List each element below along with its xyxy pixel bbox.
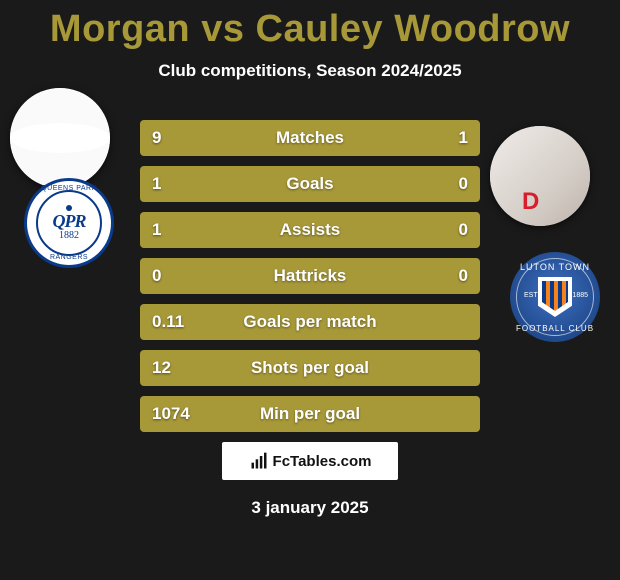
player-face-placeholder [10, 88, 110, 188]
stat-label: Assists [140, 220, 480, 240]
chart-icon [249, 451, 269, 471]
stat-label: Shots per goal [140, 358, 480, 378]
stat-row: 1074Min per goal [140, 396, 480, 432]
season-subtitle: Club competitions, Season 2024/2025 [0, 61, 620, 81]
stat-row: 0Hattricks0 [140, 258, 480, 294]
stat-label: Goals per match [140, 312, 480, 332]
club-left-initials: QPR [53, 213, 86, 229]
stat-row: 1Goals0 [140, 166, 480, 202]
comparison-table: 9Matches11Goals01Assists00Hattricks00.11… [140, 120, 480, 442]
club-left-year: 1882 [59, 230, 79, 241]
stat-right-value: 1 [459, 120, 468, 156]
stat-left-value: 9 [152, 120, 161, 156]
stat-left-value: 1 [152, 212, 161, 248]
watermark: FcTables.com [222, 442, 398, 480]
stat-label: Goals [140, 174, 480, 194]
stat-left-value: 1 [152, 166, 161, 202]
stat-label: Min per goal [140, 404, 480, 424]
stat-label: Matches [140, 128, 480, 148]
stat-label: Hattricks [140, 266, 480, 286]
page-title: Morgan vs Cauley Woodrow [0, 0, 620, 51]
stat-right-value: 0 [459, 166, 468, 202]
stat-left-value: 12 [152, 350, 171, 386]
player-shirt-placeholder: D [490, 126, 590, 226]
club-left-top-text: QUEENS PARK [41, 185, 97, 192]
club-badge-left: QUEENS PARK QPR 1882 RANGERS [24, 178, 114, 268]
stat-left-value: 0 [152, 258, 161, 294]
stat-row: 0.11Goals per match [140, 304, 480, 340]
club-left-bottom-text: RANGERS [50, 254, 88, 261]
stat-right-value: 0 [459, 212, 468, 248]
club-right-est-year: 1885 [572, 292, 588, 299]
stat-row: 9Matches1 [140, 120, 480, 156]
generation-date: 3 january 2025 [0, 498, 620, 518]
watermark-text: FcTables.com [273, 453, 372, 470]
stat-left-value: 0.11 [152, 304, 184, 340]
club-right-top-text: LUTON TOWN [520, 262, 590, 272]
stat-right-value: 0 [459, 258, 468, 294]
stat-row: 1Assists0 [140, 212, 480, 248]
club-right-bottom-text: FOOTBALL CLUB [516, 324, 594, 333]
club-left-inner: QPR 1882 [36, 190, 102, 256]
stat-row: 12Shots per goal [140, 350, 480, 386]
player-photo-right: D [490, 126, 590, 226]
club-badge-right: LUTON TOWN EST 1885 FOOTBALL CLUB [510, 252, 600, 342]
player-photo-left [10, 88, 110, 188]
club-right-est-label: EST [524, 292, 538, 299]
stat-left-value: 1074 [152, 396, 190, 432]
